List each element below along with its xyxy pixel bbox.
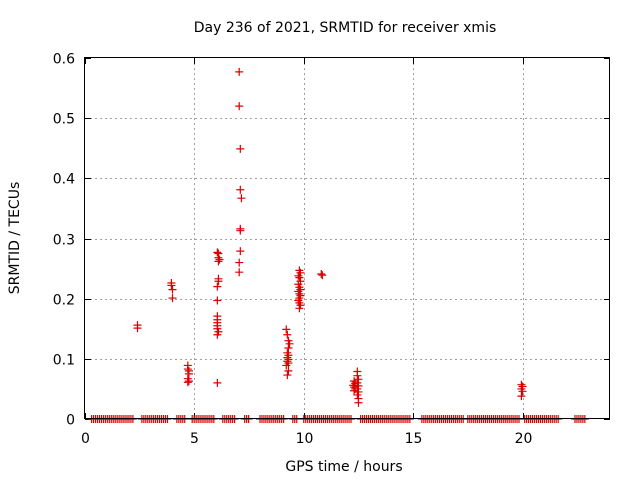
data-point	[168, 285, 177, 294]
data-point	[236, 144, 245, 153]
data-point	[354, 398, 363, 407]
data-point	[168, 294, 177, 303]
data-point	[283, 371, 292, 380]
x-tick-label: 5	[190, 431, 199, 447]
data-point	[353, 371, 362, 380]
y-tick-label: 0.4	[53, 172, 75, 188]
grid-lines	[85, 58, 610, 419]
data-point	[282, 361, 291, 370]
data-point	[318, 271, 327, 280]
data-point	[285, 339, 294, 348]
data-point	[236, 226, 245, 235]
y-tick-label: 0.1	[53, 353, 75, 369]
data-point	[183, 365, 192, 374]
data-point	[215, 255, 224, 264]
data-point	[350, 386, 359, 395]
data-point	[237, 194, 246, 203]
data-point	[184, 377, 193, 386]
data-point	[213, 296, 222, 305]
x-tick-label: 15	[405, 431, 423, 447]
data-point	[353, 390, 362, 399]
x-tick-label: 0	[81, 431, 90, 447]
data-point	[213, 330, 222, 339]
data-point	[214, 257, 223, 266]
chart-title: Day 236 of 2021, SRMTID for receiver xmi…	[194, 20, 497, 36]
data-point	[235, 67, 244, 76]
x-axis-label: GPS time / hours	[285, 459, 402, 475]
data-point	[184, 369, 193, 378]
data-point	[283, 357, 292, 366]
y-tick-label: 0	[66, 413, 75, 429]
plot-frame	[84, 57, 610, 419]
x-tick-label: 10	[296, 431, 314, 447]
data-point	[518, 387, 527, 396]
data-point	[284, 366, 293, 375]
data-point	[317, 269, 326, 278]
data-point	[213, 248, 222, 257]
data-point	[183, 378, 192, 387]
data-point	[282, 325, 291, 334]
data-point	[284, 344, 293, 353]
data-point	[283, 330, 292, 339]
y-tick-label: 0.3	[53, 233, 75, 249]
data-point	[236, 185, 245, 194]
x-tick-label: 20	[515, 431, 533, 447]
data-point	[295, 273, 304, 282]
y-tick-label: 0.6	[53, 52, 75, 68]
data-markers	[87, 67, 589, 423]
data-point	[235, 258, 244, 267]
data-point	[294, 271, 303, 280]
axis-ticks: 0 0.1 0.2 0.3 0.4 0.5 0.6 0 5 10 15 20	[53, 52, 610, 447]
data-point	[213, 378, 222, 387]
y-axis-label: SRMTID / TECUs	[7, 182, 23, 295]
data-point	[133, 324, 142, 333]
data-point	[517, 392, 526, 401]
y-tick-label: 0.2	[53, 293, 75, 309]
data-point	[235, 102, 244, 111]
data-point	[235, 268, 244, 277]
data-point	[213, 282, 222, 291]
y-tick-label: 0.5	[53, 112, 75, 128]
data-point	[167, 281, 176, 290]
data-point	[236, 247, 245, 256]
data-point	[214, 277, 223, 286]
data-point	[295, 304, 304, 313]
